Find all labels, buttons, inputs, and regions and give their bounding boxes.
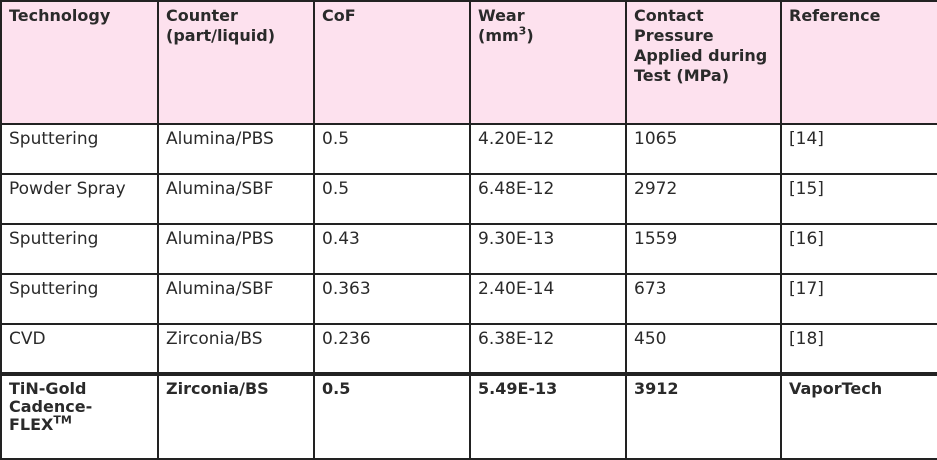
table-cell: Zirconia/BS — [157, 323, 315, 375]
superscript: TM — [53, 413, 72, 427]
cell-text-line: TiN-Gold — [9, 379, 87, 398]
cell-text-line: Cadence- — [9, 397, 93, 416]
table-cell: VaporTech — [780, 372, 937, 460]
table-cell: 5.49E-13 — [469, 372, 627, 460]
header-cell: Counter (part/liquid) — [157, 0, 315, 125]
table-cell: [14] — [780, 123, 937, 175]
table-cell: 0.43 — [313, 223, 471, 275]
cell-text-tail: ) — [526, 26, 534, 45]
table-cell: [17] — [780, 273, 937, 325]
table-cell: Sputtering — [0, 273, 159, 325]
header-cell: Reference — [780, 0, 937, 125]
table-cell: Alumina/PBS — [157, 123, 315, 175]
table-cell: 2.40E-14 — [469, 273, 627, 325]
table-cell: 673 — [625, 273, 782, 325]
table-cell: Alumina/PBS — [157, 223, 315, 275]
table-cell: CVD — [0, 323, 159, 375]
table-cell: 4.20E-12 — [469, 123, 627, 175]
header-row: Technology Counter (part/liquid) CoF Wear (m… — [0, 0, 937, 125]
header-cell: Contact Pressure Applied during Test (MP… — [625, 0, 782, 125]
table-cell: Zirconia/BS — [157, 372, 315, 460]
table-cell: Alumina/SBF — [157, 173, 315, 225]
header-cell: Wear (mm3) — [469, 0, 627, 125]
table-cell: Alumina/SBF — [157, 273, 315, 325]
cell-text-line: FLEX — [9, 415, 54, 434]
table-cell: 0.236 — [313, 323, 471, 375]
table-cell: 3912 — [625, 372, 782, 460]
table-cell: 0.363 — [313, 273, 471, 325]
table-cell: 0.5 — [313, 372, 471, 460]
table-cell: 450 — [625, 323, 782, 375]
table-cell: Sputtering — [0, 223, 159, 275]
table-row: Sputtering Alumina/PBS 0.5 4.20E-12 1065 [14] — [0, 123, 937, 175]
table-row: Sputtering Alumina/SBF 0.363 2.40E-14 673 [17… — [0, 273, 937, 325]
cell-text-line: (mm — [478, 26, 519, 45]
table-cell: 6.48E-12 — [469, 173, 627, 225]
table-cell: 1559 — [625, 223, 782, 275]
table-cell: 9.30E-13 — [469, 223, 627, 275]
table-cell: Sputtering — [0, 123, 159, 175]
table-cell: 2972 — [625, 173, 782, 225]
cell-text-line: Wear — [478, 6, 525, 25]
table-cell: 1065 — [625, 123, 782, 175]
header-cell: Technology — [0, 0, 159, 125]
header-cell: CoF — [313, 0, 471, 125]
table-cell: [15] — [780, 173, 937, 225]
superscript: 3 — [518, 24, 527, 38]
table-cell: 0.5 — [313, 123, 471, 175]
table-cell: 6.38E-12 — [469, 323, 627, 375]
table-cell: TiN-Gold Cadence- FLEXTM — [0, 372, 159, 460]
table-row: Sputtering Alumina/PBS 0.43 9.30E-13 1559 [16… — [0, 223, 937, 275]
table-cell: [16] — [780, 223, 937, 275]
table-row: TiN-Gold Cadence- FLEXTM Zirconia/BS 0.5 5.49… — [0, 372, 937, 460]
table-cell: Powder Spray — [0, 173, 159, 225]
table-row: Powder Spray Alumina/SBF 0.5 6.48E-12 2972 [1… — [0, 173, 937, 225]
table-cell: [18] — [780, 323, 937, 375]
table-row: CVD Zirconia/BS 0.236 6.38E-12 450 [18] — [0, 323, 937, 375]
table-cell: 0.5 — [313, 173, 471, 225]
